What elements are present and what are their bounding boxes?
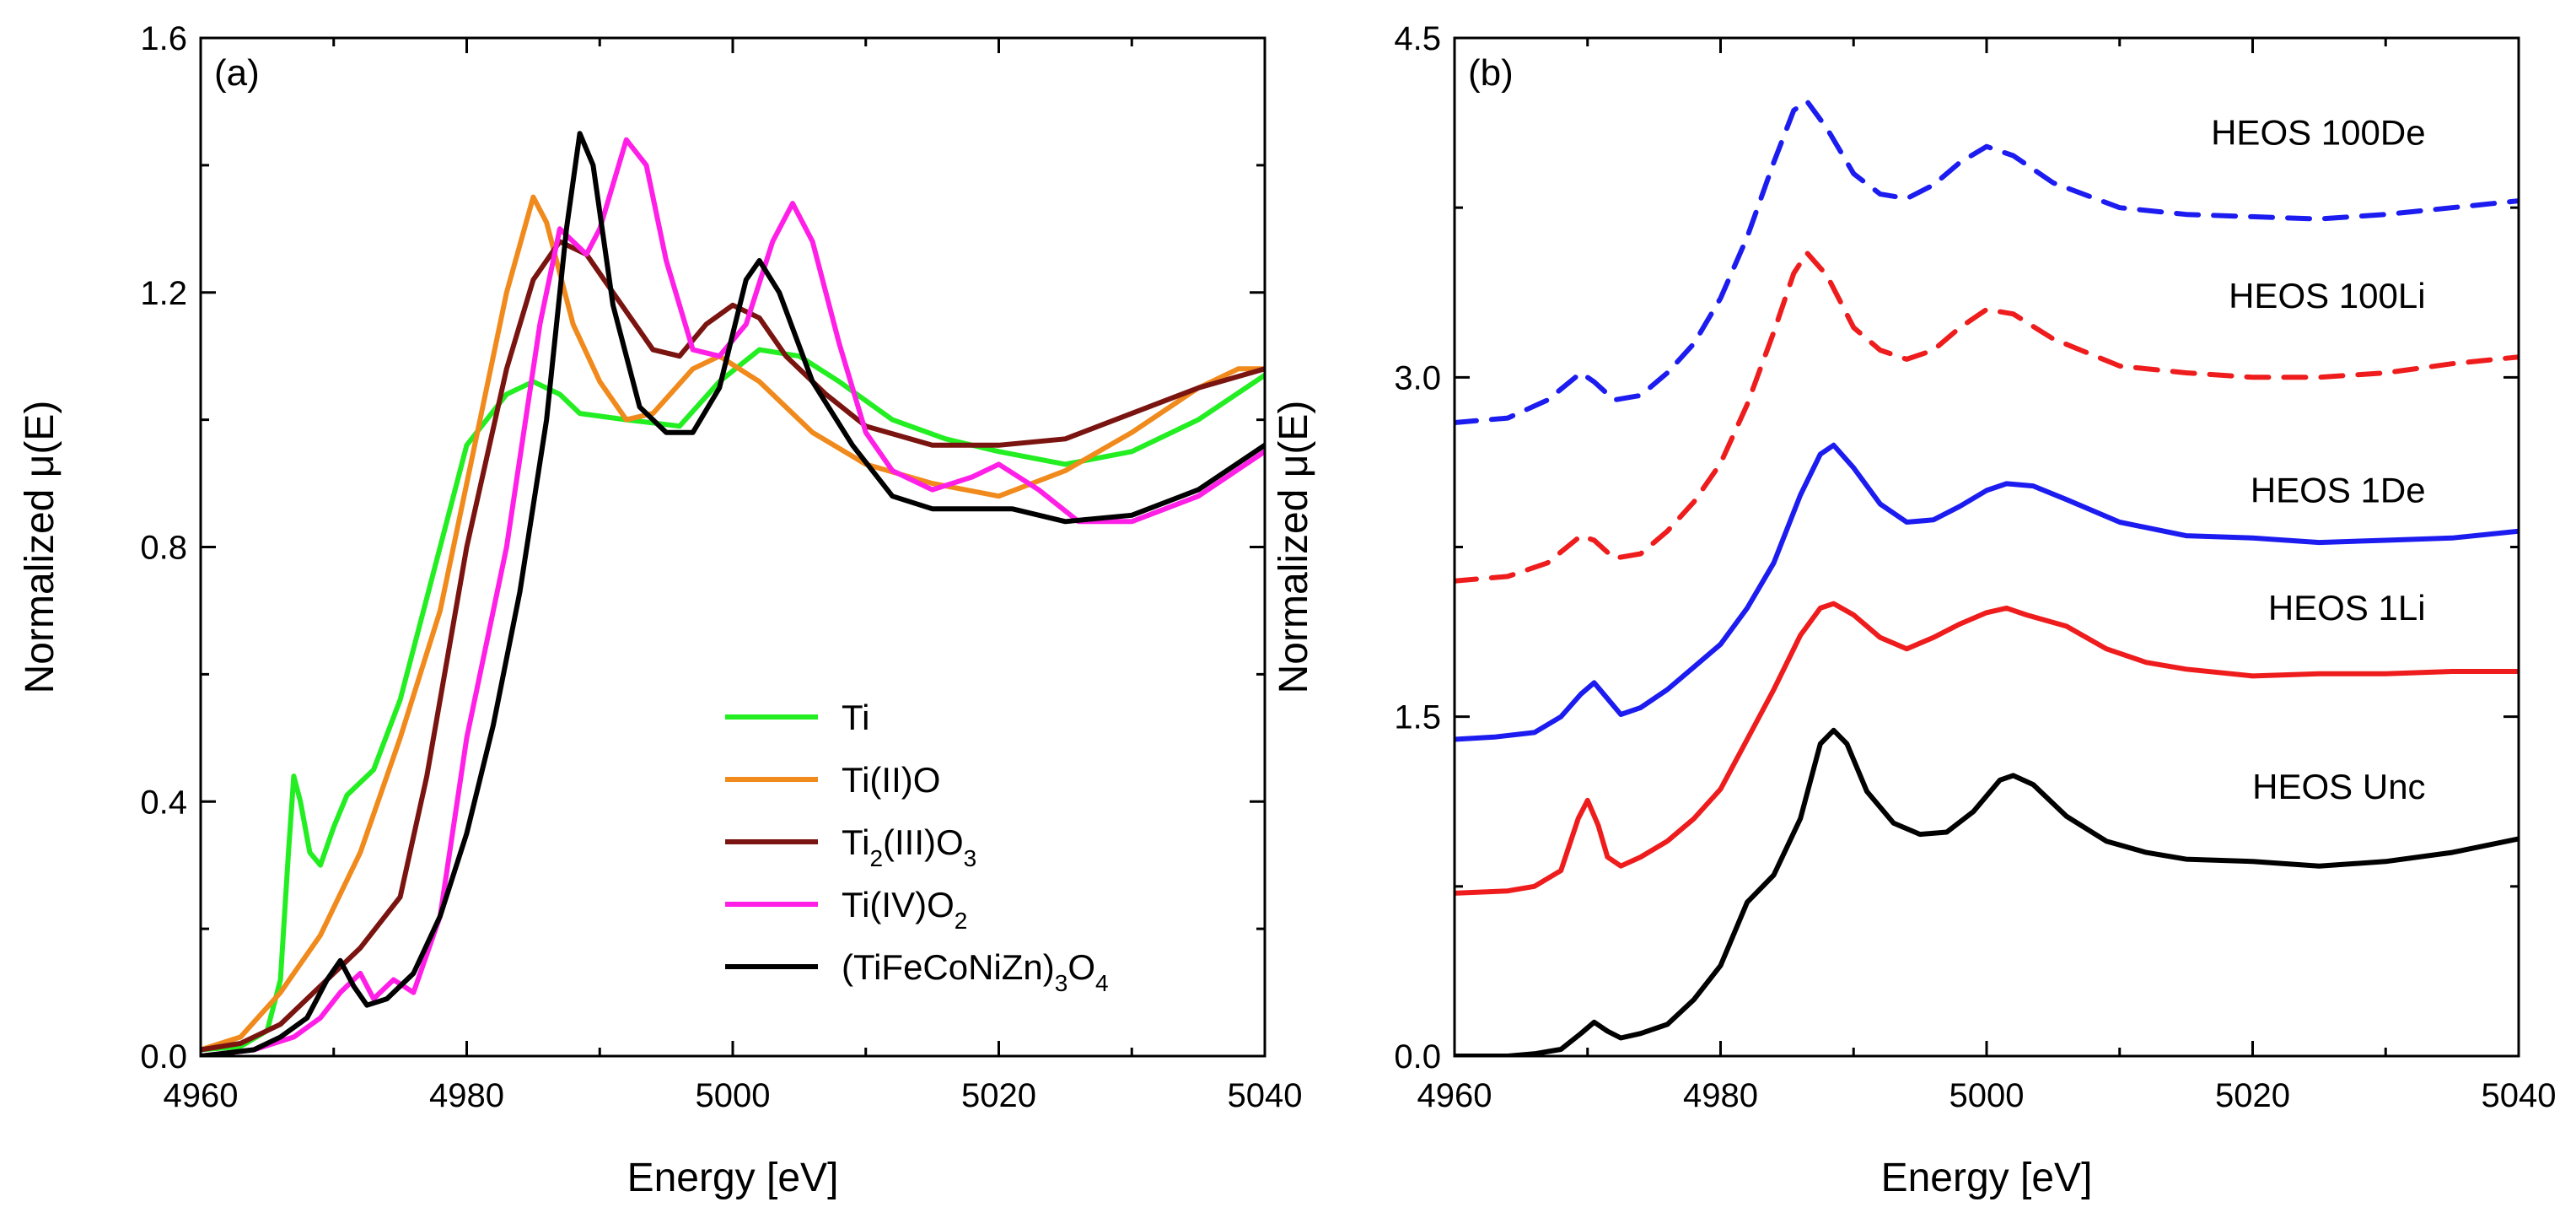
curve-label: HEOS 100De — [2211, 113, 2425, 153]
x-tick-label: 5000 — [696, 1077, 771, 1114]
y-tick-label: 1.5 — [1394, 699, 1441, 736]
curve-label: HEOS Unc — [2252, 767, 2425, 806]
series-line-ti-iv-o2 — [201, 137, 1265, 1056]
legend-subscript: 3 — [964, 845, 977, 871]
x-axis-title: Energy [eV] — [1881, 1156, 2093, 1200]
x-tick-label: 5000 — [1949, 1077, 2025, 1114]
x-tick-label: 5020 — [2215, 1077, 2290, 1114]
series-group — [1455, 99, 2519, 1056]
panel-a: 4960 4980 5000 5020 5040 0.0 0.4 0.8 1.2 1.6 Energ… — [18, 20, 1302, 1200]
x-tick-label: 4960 — [1417, 1077, 1492, 1114]
legend-text-part: Ti — [842, 822, 869, 862]
series-group — [201, 131, 1265, 1056]
x-tick-label: 5040 — [2482, 1077, 2557, 1114]
series-line-heos-1de — [1455, 442, 2519, 742]
legend-subscript: 4 — [1095, 970, 1109, 996]
legend-label: (TiFeCoNiZn)3O4 — [842, 947, 1109, 996]
y-tick-label: 0.4 — [140, 784, 187, 821]
legend-text-part: Ti — [842, 698, 869, 737]
curve-label: HEOS 1Li — [2268, 588, 2426, 628]
y-tick-label: 0.8 — [140, 530, 187, 567]
legend-text-part: Ti(II)O — [842, 760, 940, 800]
series-line-ti — [201, 347, 1265, 1053]
series-line-ti-ii-o — [201, 194, 1265, 1053]
y-tick-label: 1.2 — [140, 275, 187, 312]
series-line-heos-1li — [1455, 601, 2519, 896]
x-tick-label: 4980 — [1683, 1077, 1758, 1114]
series-line-heos-unc — [1455, 727, 2519, 1056]
y-tick-label: 0.0 — [1394, 1038, 1441, 1075]
y-tick-label: 3.0 — [1394, 359, 1441, 396]
panel-label: (b) — [1468, 52, 1514, 94]
y-axis-title: Normalized μ(E) — [18, 401, 62, 694]
legend: TiTi(II)OTi2(III)O3Ti(IV)O2(TiFeCoNiZn)3… — [725, 698, 1109, 996]
legend-label: Ti(IV)O2 — [842, 885, 967, 934]
panel-label: (a) — [214, 52, 260, 94]
legend-subscript: 2 — [869, 845, 883, 871]
x-tick-label: 5040 — [1228, 1077, 1303, 1114]
x-tick-label: 5020 — [961, 1077, 1036, 1114]
legend-label: Ti(II)O — [842, 760, 940, 800]
legend-label: Ti — [842, 698, 869, 737]
x-axis-title: Energy [eV] — [627, 1156, 839, 1200]
y-tick-label: 0.0 — [140, 1038, 187, 1075]
legend-text-part: (III)O — [883, 822, 964, 862]
legend-subscript: 2 — [955, 908, 968, 934]
series-line-ti2-iii-o3 — [201, 239, 1265, 1053]
x-tick-label: 4980 — [429, 1077, 504, 1114]
y-axis-title: Normalized μ(E) — [1272, 401, 1316, 694]
legend-text-part: (TiFeCoNiZn) — [842, 947, 1055, 987]
y-tick-label: 4.5 — [1394, 20, 1441, 57]
y-tick-label: 1.6 — [140, 20, 187, 57]
series-line-heos-100li — [1455, 250, 2519, 584]
legend-text-part: O — [1068, 947, 1095, 987]
series-line-heos-100de — [1455, 99, 2519, 425]
curve-label: HEOS 100Li — [2229, 276, 2425, 315]
legend-label: Ti2(III)O3 — [842, 822, 976, 871]
series-line--tifeconizn-3o4 — [201, 131, 1265, 1056]
legend-subscript: 3 — [1055, 970, 1068, 996]
x-tick-label: 4960 — [164, 1077, 239, 1114]
curve-label: HEOS 1De — [2251, 470, 2426, 509]
panel-b: 4960 4980 5000 5020 5040 0.0 1.5 3.0 4.5 Energy [… — [1272, 20, 2556, 1200]
legend-text-part: Ti(IV)O — [842, 885, 955, 924]
